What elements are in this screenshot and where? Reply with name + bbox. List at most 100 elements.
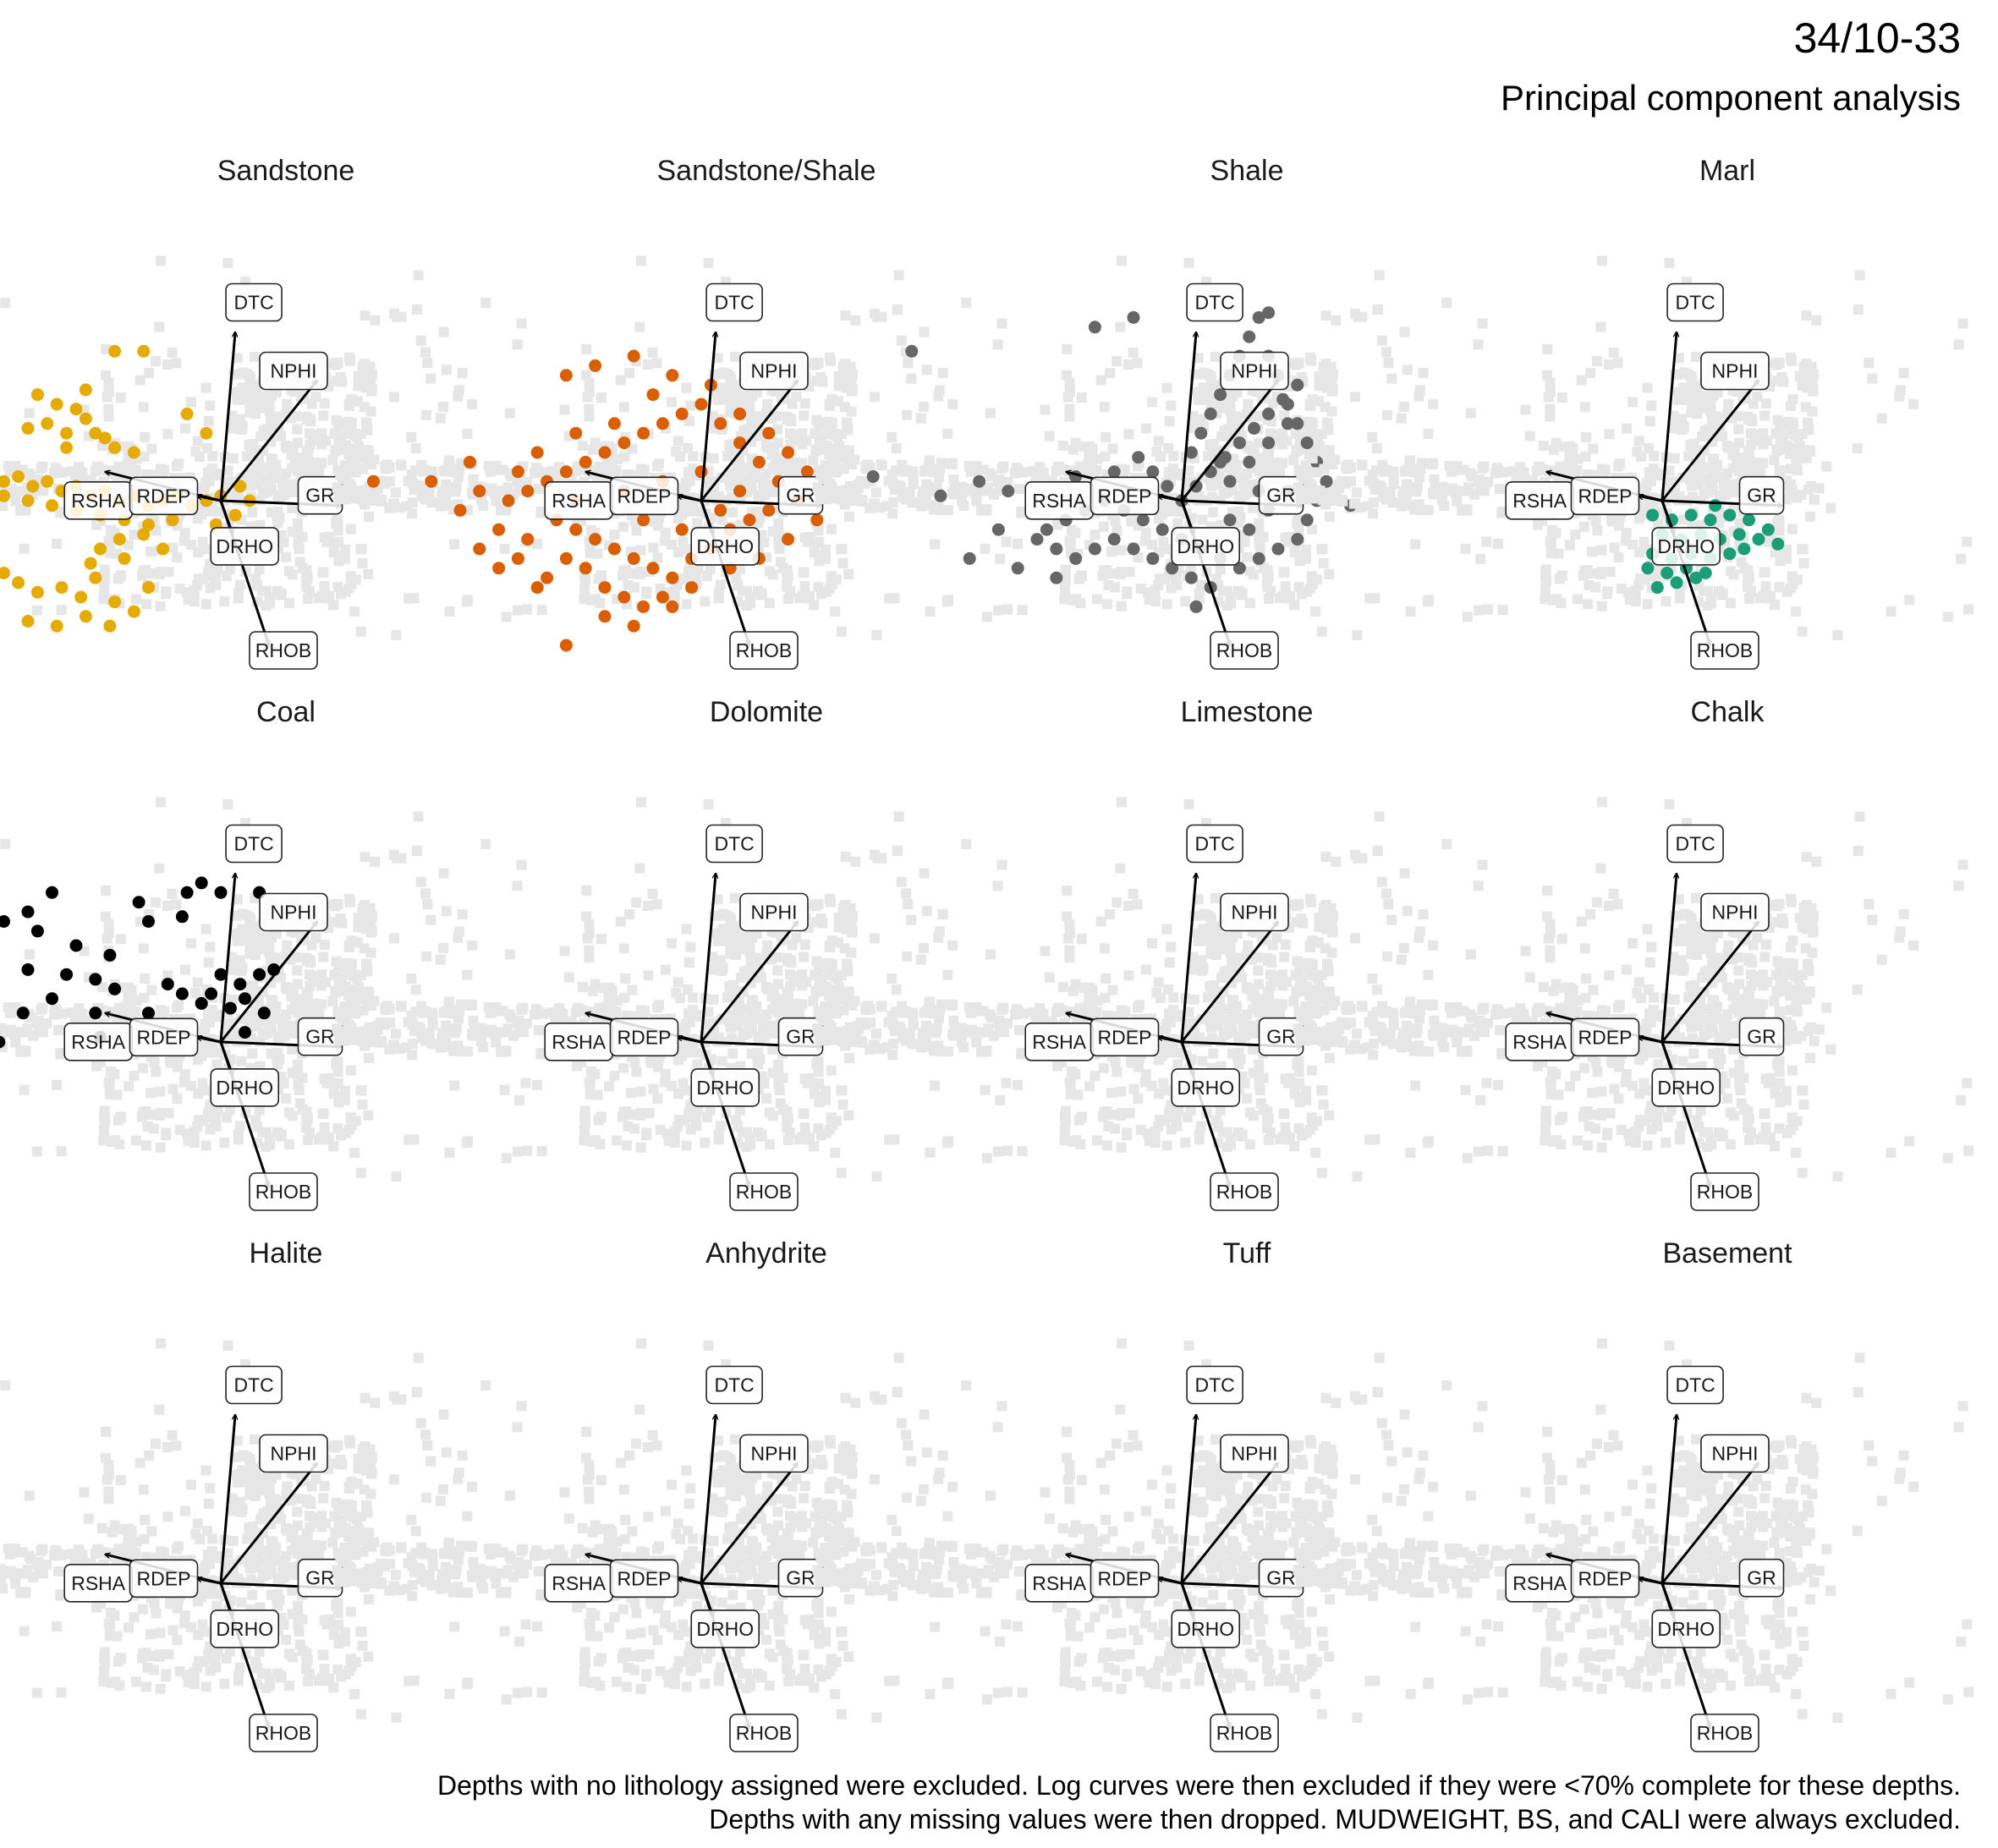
- density-tile: [713, 588, 724, 599]
- data-point: [1146, 551, 1160, 565]
- density-tile: [101, 885, 112, 896]
- data-point: [94, 542, 107, 556]
- density-tile: [1483, 604, 1494, 615]
- density-tile: [1013, 539, 1024, 550]
- density-tile: [755, 430, 766, 441]
- density-tile: [390, 487, 401, 498]
- density-tile: [908, 478, 919, 489]
- density-tile: [142, 1121, 153, 1132]
- density-tile: [265, 477, 276, 488]
- data-point: [530, 581, 544, 595]
- density-tile: [1139, 535, 1150, 546]
- density-tile: [1439, 501, 1450, 512]
- density-tile: [180, 423, 191, 434]
- density-tile: [1099, 402, 1110, 413]
- data-point: [762, 503, 776, 517]
- density-tile: [31, 1146, 42, 1157]
- density-tile: [1706, 598, 1717, 609]
- data-point: [579, 562, 592, 575]
- density-tile: [297, 531, 308, 542]
- density-tile: [1798, 544, 1809, 555]
- density-tile: [1811, 315, 1822, 326]
- density-tile: [759, 490, 770, 501]
- density-tile: [941, 596, 952, 607]
- density-tile: [896, 335, 907, 346]
- density-tile: [292, 965, 303, 976]
- density-tile: [746, 436, 757, 447]
- density-tile: [1814, 483, 1825, 494]
- data-point: [1194, 426, 1208, 440]
- density-tile: [801, 436, 812, 447]
- density-tile: [1463, 485, 1474, 496]
- density-tile: [1453, 485, 1464, 496]
- density-tile: [618, 402, 629, 413]
- density-tile: [1760, 581, 1771, 592]
- density-tile: [1762, 436, 1773, 447]
- density-tile: [1673, 394, 1684, 405]
- density-tile: [1123, 359, 1133, 370]
- density-tile: [323, 535, 334, 546]
- density-tile: [1262, 455, 1273, 466]
- data-point: [905, 344, 919, 358]
- data-point: [1650, 581, 1664, 595]
- density-tile: [1101, 599, 1112, 610]
- density-tile: [1350, 392, 1361, 403]
- density-tile: [533, 484, 544, 495]
- density-tile: [1111, 355, 1122, 366]
- density-tile: [1370, 484, 1380, 495]
- data-point: [637, 426, 650, 440]
- density-tile: [731, 461, 742, 472]
- density-tile: [37, 1027, 48, 1038]
- density-tile: [1314, 380, 1325, 391]
- density-tile: [103, 411, 114, 422]
- density-tile: [1013, 484, 1024, 495]
- density-tile: [103, 387, 114, 398]
- density-tile: [1721, 441, 1732, 452]
- density-tile: [237, 924, 248, 935]
- density-tile: [427, 1019, 438, 1030]
- density-tile: [161, 589, 172, 600]
- density-tile: [652, 461, 663, 472]
- density-tile: [1494, 484, 1505, 495]
- density-tile: [893, 270, 904, 281]
- density-tile: [467, 398, 478, 409]
- density-tile: [671, 446, 682, 457]
- density-tile: [799, 581, 810, 592]
- density-tile: [150, 355, 161, 366]
- density-tile: [283, 598, 294, 609]
- density-tile: [1520, 404, 1531, 415]
- density-tile: [254, 563, 265, 574]
- density-tile: [1300, 460, 1311, 471]
- density-tile: [19, 543, 30, 554]
- density-tile: [318, 567, 329, 578]
- data-point: [598, 610, 612, 623]
- density-tile: [24, 408, 35, 419]
- data-point: [84, 557, 97, 570]
- density-tile: [1590, 515, 1601, 526]
- density-tile: [925, 500, 936, 511]
- density-tile: [129, 529, 140, 540]
- density-tile: [1132, 358, 1143, 369]
- density-tile: [918, 402, 929, 413]
- density-tile: [1060, 564, 1071, 575]
- density-tile: [137, 1062, 148, 1073]
- density-tile: [870, 487, 881, 498]
- density-tile: [1551, 527, 1562, 538]
- data-point: [589, 533, 602, 546]
- density-tile: [500, 505, 511, 516]
- density-tile: [343, 399, 354, 410]
- density-tile: [1803, 425, 1814, 436]
- density-tile: [420, 494, 431, 505]
- density-tile: [683, 443, 694, 454]
- density-tile: [1953, 339, 1964, 350]
- data-point: [108, 441, 122, 454]
- density-tile: [1758, 458, 1769, 469]
- density-tile: [518, 1027, 529, 1038]
- density-tile: [1760, 398, 1771, 409]
- density-tile: [1221, 585, 1232, 596]
- density-tile: [21, 485, 32, 496]
- density-tile: [278, 1031, 289, 1042]
- density-tile: [1516, 466, 1527, 477]
- density-tile: [602, 459, 613, 470]
- density-tile: [189, 584, 200, 595]
